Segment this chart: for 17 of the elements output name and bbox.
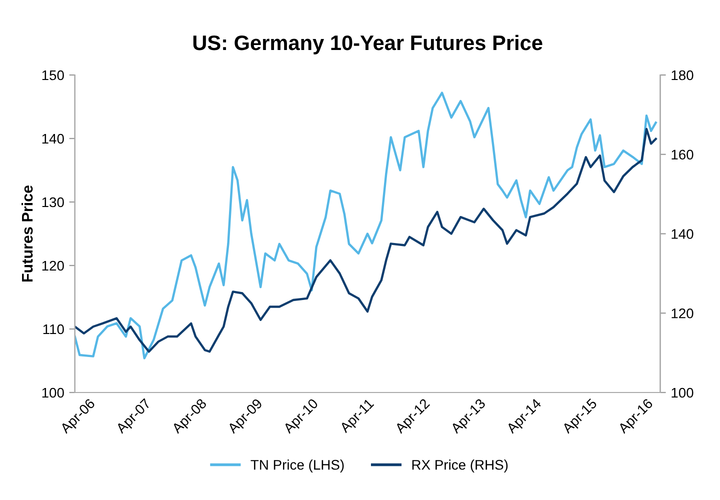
y2-tick-label: 180 — [672, 70, 694, 80]
line-series — [74, 128, 657, 353]
y2-tick-label: 140 — [672, 229, 694, 239]
y-axis-title: Futures Price — [21, 185, 33, 282]
y2-tick-label: 160 — [672, 150, 694, 160]
y2-tick-label: 120 — [672, 308, 694, 318]
y2-tick-label: 100 — [672, 388, 694, 398]
line-series — [74, 92, 657, 360]
y-tick-label: 130 — [42, 197, 64, 208]
legend-label: RX Price (RHS) — [412, 460, 508, 472]
y-tick-label: 140 — [42, 134, 64, 144]
legend-label: TN Price (LHS) — [250, 460, 344, 472]
y-tick-label: 110 — [43, 324, 64, 334]
y-tick-label: 100 — [42, 388, 64, 398]
y-tick-label: 120 — [42, 260, 64, 271]
chart-title: US: Germany 10-Year Futures Price — [193, 34, 542, 54]
y-tick-label: 150 — [42, 70, 64, 80]
